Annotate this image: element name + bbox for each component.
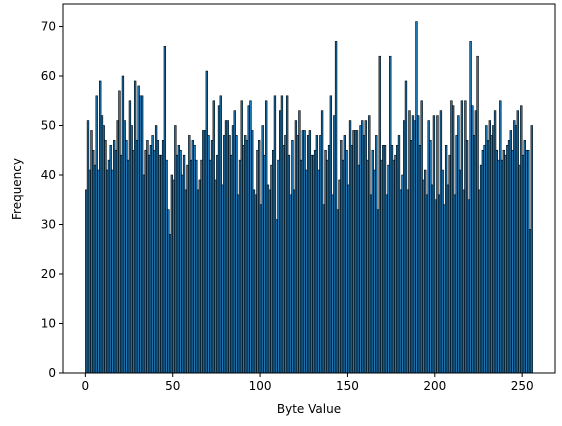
y-tick-label: 50 — [41, 119, 56, 133]
y-tick-label: 70 — [41, 20, 56, 34]
y-tick-label: 20 — [41, 267, 56, 281]
x-tick-label: 100 — [249, 379, 272, 393]
y-tick-label: 10 — [41, 317, 56, 331]
x-tick-label: 250 — [511, 379, 534, 393]
y-tick-label: 30 — [41, 218, 56, 232]
y-tick-label: 40 — [41, 168, 56, 182]
y-tick-label: 0 — [48, 366, 56, 380]
plot-frame — [62, 3, 556, 374]
x-axis-label: Byte Value — [277, 402, 341, 416]
x-tick-label: 50 — [165, 379, 180, 393]
x-tick-label: 150 — [336, 379, 359, 393]
y-tick-label: 60 — [41, 69, 56, 83]
bar — [530, 125, 533, 374]
y-axis-label: Frequency — [10, 158, 24, 220]
x-tick-label: 200 — [423, 379, 446, 393]
x-tick-label: 0 — [82, 379, 90, 393]
